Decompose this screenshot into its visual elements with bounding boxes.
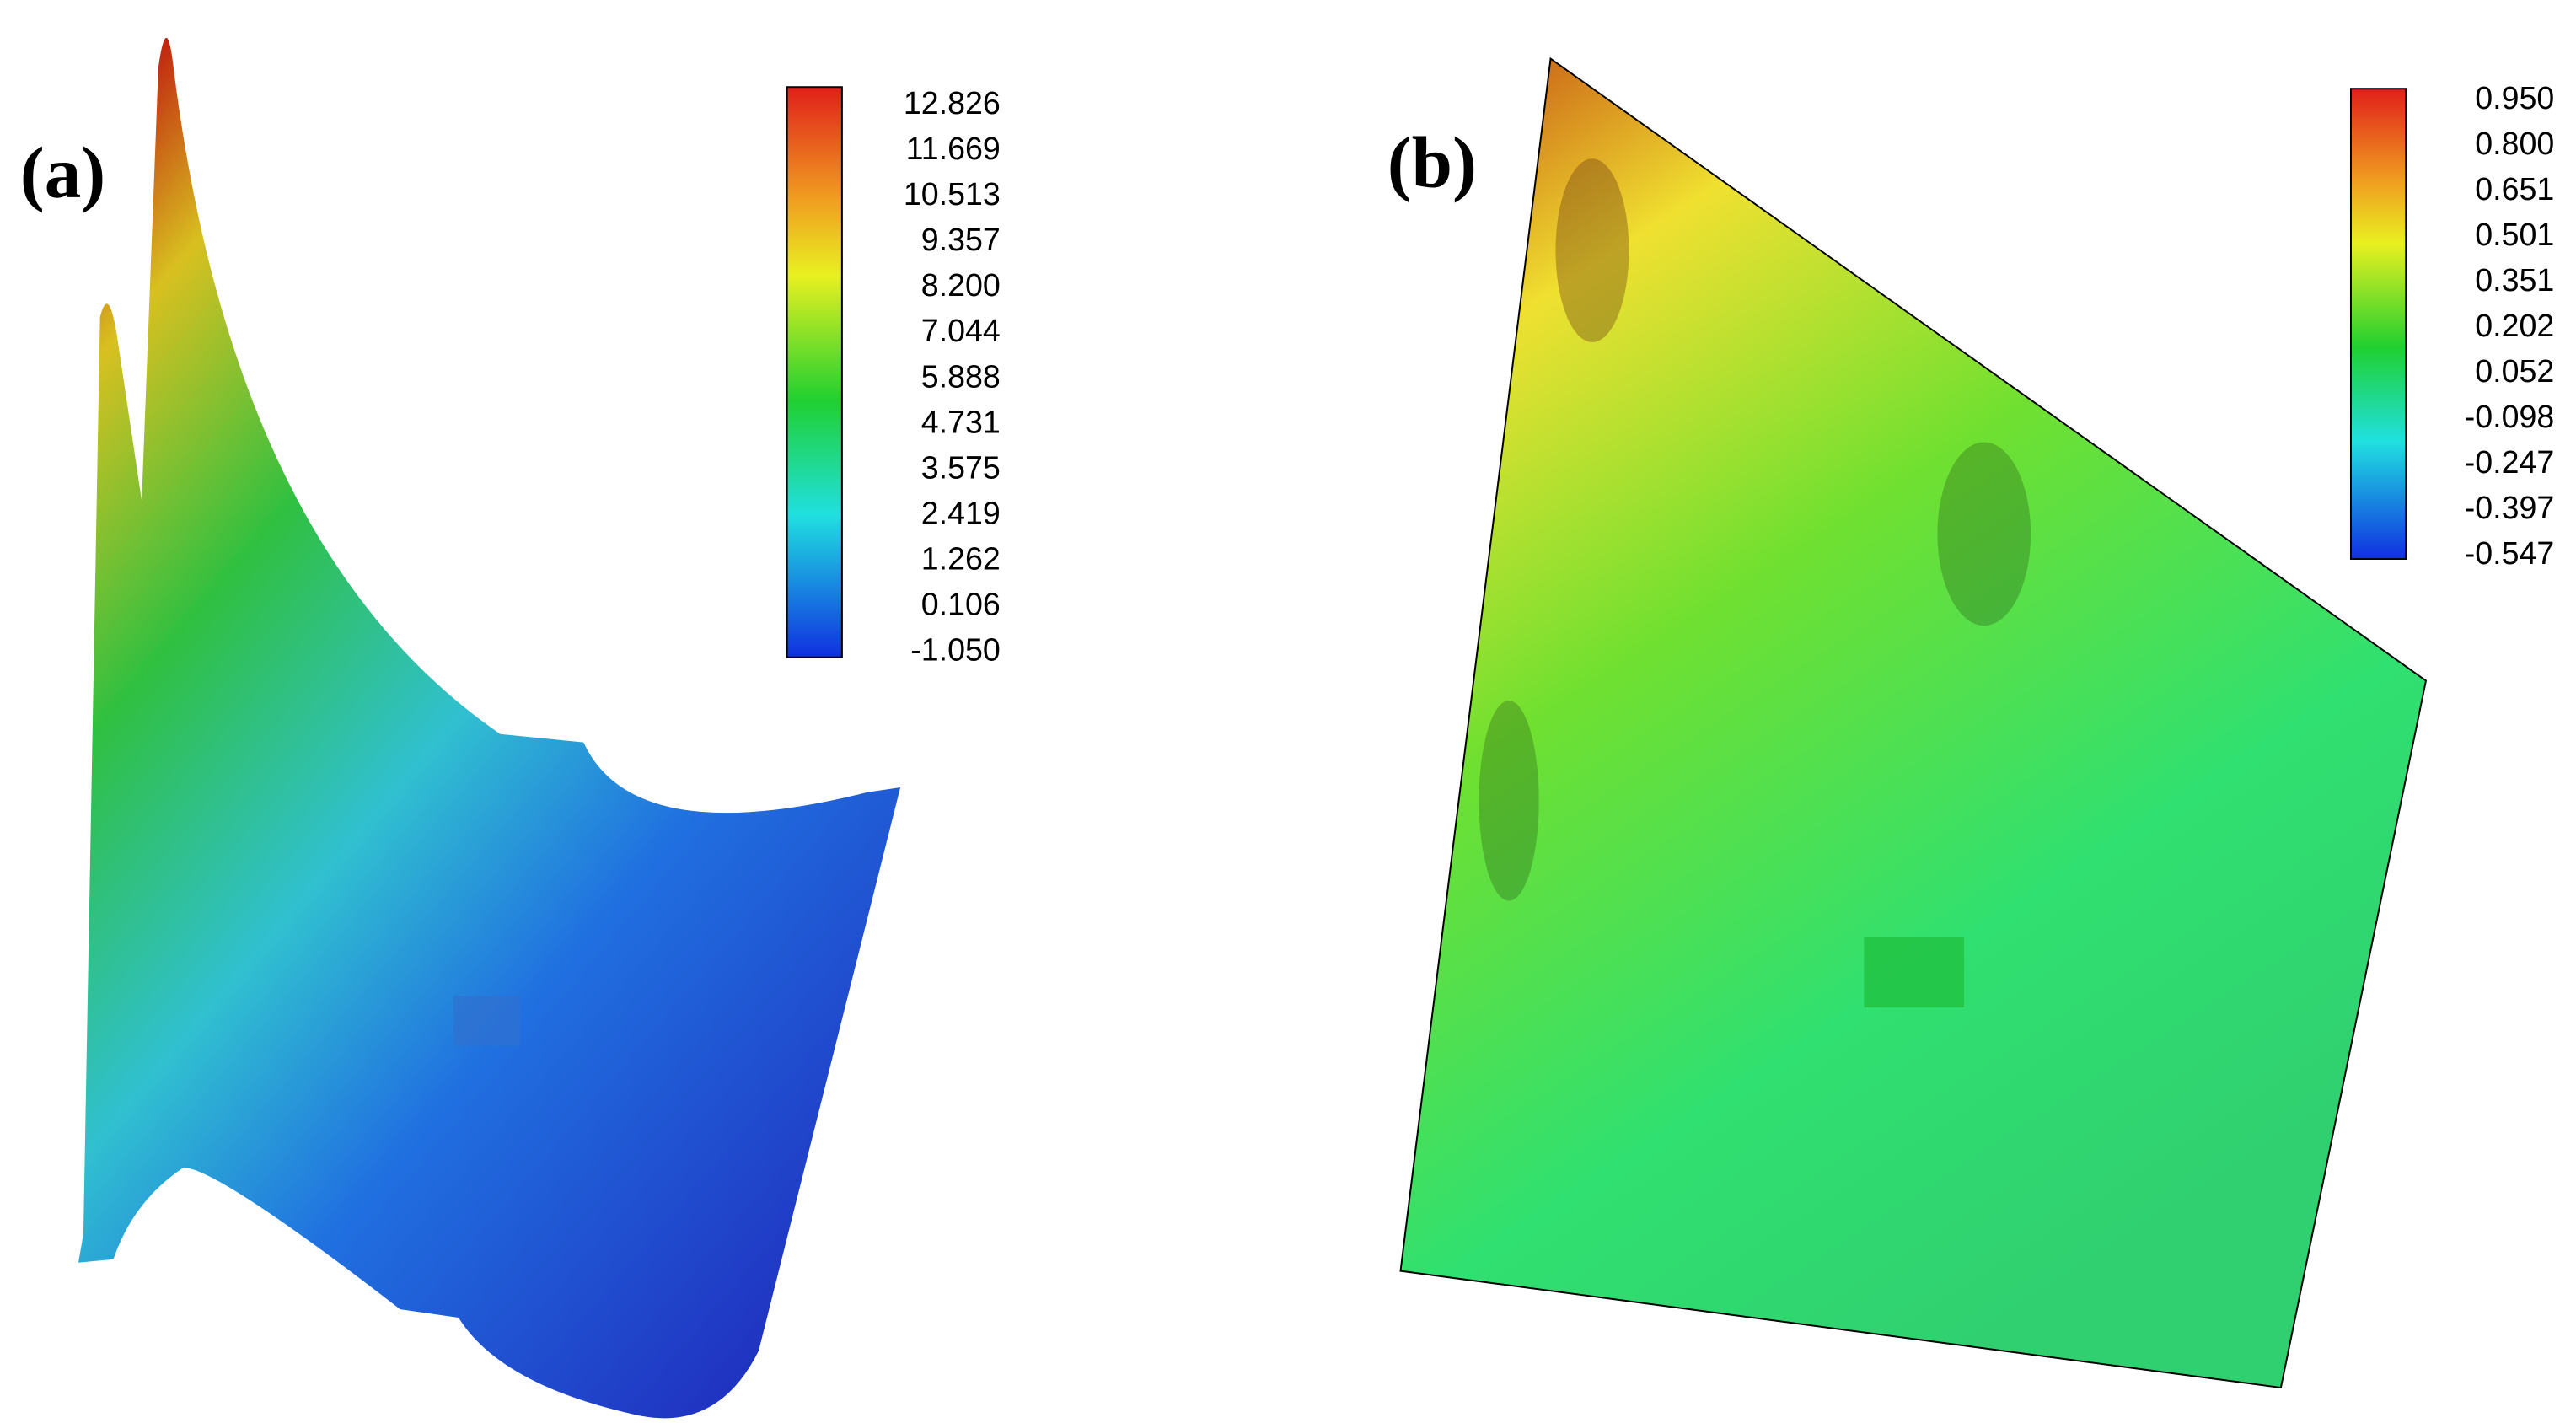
colorbar-tick-label: 0.202 bbox=[2475, 308, 2554, 343]
colorbar-tick-label: 8.200 bbox=[921, 267, 1001, 303]
colorbar-tick-label: 3.575 bbox=[921, 449, 1001, 485]
colorbar-tick-label: -1.050 bbox=[910, 632, 1001, 668]
colorbar-tick-label: 7.044 bbox=[921, 313, 1001, 348]
surface-b-shadow bbox=[1555, 158, 1629, 342]
colorbar-tick-label: 4.731 bbox=[921, 404, 1001, 439]
surface-a bbox=[78, 37, 901, 1419]
colorbar-tick-label: 0.950 bbox=[2475, 80, 2554, 115]
colorbar bbox=[2349, 88, 2407, 561]
surface-b-shadow bbox=[1937, 442, 2031, 626]
surface-a-block bbox=[453, 996, 521, 1046]
colorbar bbox=[786, 86, 843, 658]
colorbar-tick-label: 0.651 bbox=[2475, 171, 2554, 207]
colorbar-tick-label: 12.826 bbox=[904, 85, 1001, 121]
panel-label: (a) bbox=[20, 132, 105, 213]
colorbar-tick-label: 10.513 bbox=[904, 176, 1001, 212]
colorbar-tick-label: 1.262 bbox=[921, 541, 1001, 577]
colorbar-tick-label: -0.397 bbox=[2465, 490, 2555, 525]
surface-b bbox=[1399, 56, 2428, 1389]
colorbar-tick-label: 0.106 bbox=[921, 587, 1001, 622]
colorbar-tick-label: 0.351 bbox=[2475, 262, 2554, 298]
colorbar-tick-label: -0.547 bbox=[2465, 535, 2555, 571]
colorbar-tick-label: 0.800 bbox=[2475, 126, 2554, 161]
colorbar-tick-label: 0.501 bbox=[2475, 217, 2554, 252]
surface-b-shadow bbox=[1479, 701, 1539, 901]
panel-label: (b) bbox=[1387, 121, 1477, 203]
surface-b-block bbox=[1864, 937, 1965, 1008]
colorbar-tick-label: -0.098 bbox=[2465, 399, 2555, 434]
colorbar-tick-label: -0.247 bbox=[2465, 444, 2555, 480]
colorbar-tick-label: 9.357 bbox=[921, 222, 1001, 257]
colorbar-tick-label: 11.669 bbox=[906, 131, 1001, 166]
colorbar-tick-label: 5.888 bbox=[921, 358, 1001, 394]
colorbar-tick-label: 0.052 bbox=[2475, 353, 2554, 389]
colorbar-tick-label: 2.419 bbox=[921, 495, 1001, 530]
